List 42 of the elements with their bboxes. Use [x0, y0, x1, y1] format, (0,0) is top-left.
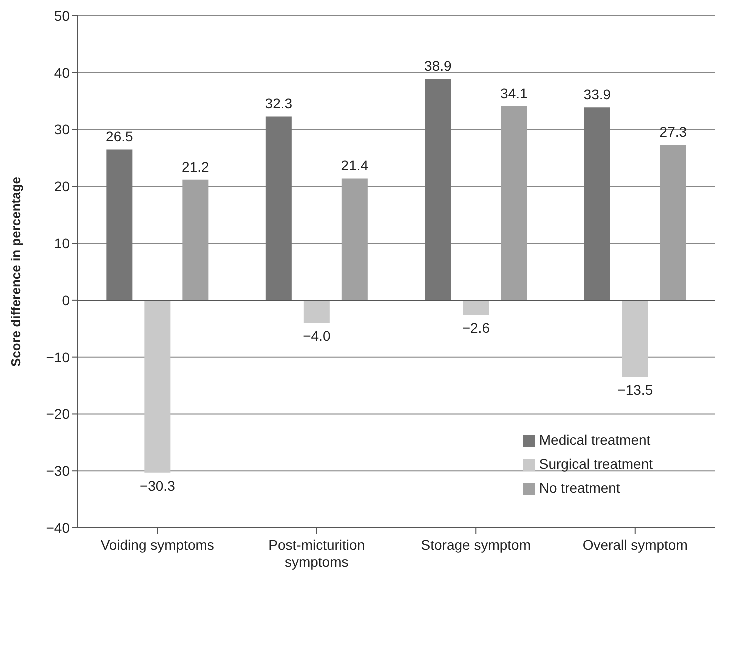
bar — [501, 106, 528, 300]
y-tick-label: 10 — [54, 236, 70, 252]
bar — [660, 145, 686, 300]
data-label: 21.4 — [341, 158, 369, 174]
bar — [106, 150, 133, 300]
legend-label: Medical treatment — [539, 432, 651, 448]
data-label: 38.9 — [424, 58, 452, 74]
bar — [622, 300, 648, 378]
x-tick-label: Voiding symptoms — [100, 537, 214, 553]
y-tick-label: −10 — [46, 349, 70, 366]
y-tick-label: −20 — [46, 406, 70, 422]
y-tick-label: 50 — [54, 8, 70, 24]
data-label: 26.5 — [106, 128, 134, 145]
y-tick-label: −30 — [46, 463, 70, 480]
data-label: 21.2 — [182, 158, 210, 175]
data-label: −4.0 — [303, 328, 331, 344]
x-tick-label: Overall symptom — [582, 537, 688, 553]
y-tick-label: 30 — [54, 122, 70, 138]
bar — [463, 300, 490, 316]
y-tick-label: 40 — [54, 64, 70, 81]
bar — [304, 300, 330, 324]
x-tick-label: Post-micturition symptoms — [268, 537, 366, 570]
data-label: 33.9 — [584, 86, 612, 103]
y-tick-label: 0 — [62, 292, 70, 308]
data-label: −30.3 — [140, 478, 176, 494]
bar — [584, 108, 610, 300]
data-label: 32.3 — [265, 96, 293, 112]
bar — [342, 178, 368, 300]
y-tick-label: −40 — [46, 520, 70, 536]
data-label: −13.5 — [618, 382, 654, 398]
x-tick-label: Storage symptom — [421, 537, 531, 553]
y-tick-label: 20 — [54, 178, 70, 195]
legend-label: Surgical treatment — [539, 456, 653, 472]
data-label: 27.3 — [660, 124, 688, 140]
bar — [182, 180, 209, 300]
data-label: 34.1 — [500, 85, 528, 102]
y-axis-title: Score difference in percentage — [8, 176, 24, 368]
bar — [266, 116, 292, 300]
bar — [144, 300, 171, 473]
bar — [425, 79, 452, 300]
data-label: −2.6 — [462, 320, 490, 336]
legend-label: No treatment — [539, 480, 620, 496]
